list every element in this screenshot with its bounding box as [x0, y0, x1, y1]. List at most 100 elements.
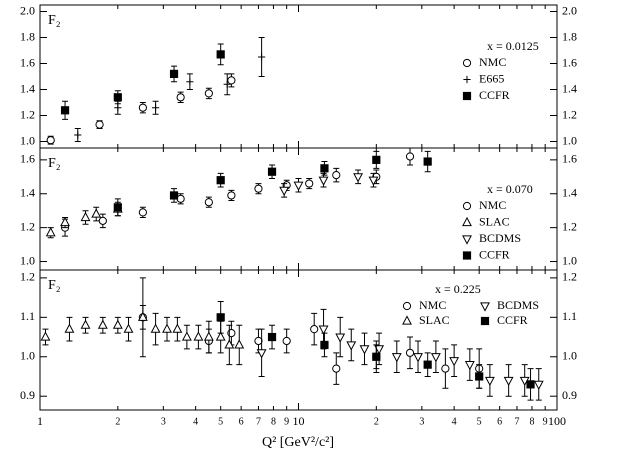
y-tick-label: 1.2 — [20, 219, 35, 233]
x-tick-label: 4 — [452, 416, 457, 427]
data-point — [332, 171, 341, 180]
data-point — [267, 167, 277, 176]
data-point — [45, 227, 56, 237]
x-tick-label: 8 — [529, 416, 534, 427]
legend-label: BCDMS — [479, 231, 521, 245]
x-tick-label: 5 — [218, 416, 223, 427]
data-point — [391, 353, 402, 363]
data-point — [441, 364, 450, 373]
data-point — [413, 353, 423, 363]
data-point — [293, 181, 304, 191]
data-point — [430, 353, 441, 363]
data-point — [227, 191, 236, 200]
x-axis-label: Q² [GeV²/c²] — [262, 435, 334, 450]
y-tick-label: 1.0 — [562, 133, 577, 147]
data-point — [423, 360, 432, 369]
x-tick-label: 2 — [374, 416, 379, 427]
data-point — [223, 80, 231, 88]
data-point — [372, 155, 381, 164]
data-point — [282, 336, 291, 346]
panel-y-label: F₂ — [48, 278, 61, 293]
legend-label: SLAC — [479, 214, 510, 228]
data-point — [258, 53, 266, 61]
x-tick-label: 3 — [419, 416, 424, 427]
legend-title: x = 0.0125 — [487, 39, 539, 53]
y-tick-label: 1.2 — [20, 107, 35, 121]
data-point — [405, 348, 415, 357]
data-point — [193, 331, 204, 341]
data-point — [204, 198, 213, 207]
data-point — [346, 341, 357, 351]
data-point — [137, 311, 148, 321]
legend-label: NMC — [419, 298, 446, 312]
data-point — [97, 319, 108, 329]
y-tick-label: 2.0 — [562, 3, 577, 17]
legend-label: SLAC — [419, 313, 450, 327]
data-point — [80, 211, 91, 222]
data-point — [405, 152, 415, 161]
y-tick-label: 0.9 — [562, 388, 577, 402]
y-tick-label: 1.6 — [20, 152, 35, 166]
x-tick-label: 1 — [37, 414, 43, 428]
y-tick-label: 1.0 — [20, 133, 35, 147]
data-point — [151, 104, 160, 112]
data-point — [254, 336, 263, 346]
legend-label: NMC — [479, 55, 506, 69]
data-point — [112, 319, 123, 329]
data-point — [169, 191, 179, 200]
data-point — [215, 331, 226, 341]
y-tick-label: 1.4 — [562, 186, 577, 200]
data-point — [203, 331, 214, 341]
data-point — [254, 184, 263, 193]
data-point — [423, 157, 432, 166]
data-point — [475, 372, 484, 381]
y-tick-label: 1.4 — [20, 81, 35, 95]
y-tick-label: 1.2 — [562, 219, 577, 233]
x-tick-label: 9 — [543, 416, 548, 427]
legend-marker — [402, 315, 412, 325]
legend-label: BCDMS — [497, 298, 539, 312]
legend-label: CCFR — [479, 247, 510, 261]
y-tick-label: 1.0 — [562, 253, 577, 267]
panel-y-label: F₂ — [48, 156, 61, 171]
data-point — [332, 364, 341, 373]
data-point — [279, 186, 290, 197]
legend-marker — [463, 75, 471, 84]
x-tick-label: 4 — [193, 416, 198, 427]
data-point — [138, 208, 147, 217]
data-point — [234, 339, 245, 349]
data-point — [320, 340, 329, 350]
data-point — [484, 376, 495, 387]
data-point — [368, 176, 379, 186]
x-tick-label: 9 — [284, 416, 289, 427]
x-tick-label: 6 — [239, 416, 244, 427]
data-point — [204, 89, 213, 98]
legend-marker — [480, 316, 490, 326]
data-point — [123, 323, 134, 333]
data-point — [176, 93, 185, 102]
data-point — [374, 345, 385, 355]
data-point — [526, 380, 535, 389]
y-tick-label: 1.2 — [562, 270, 577, 284]
data-point — [318, 176, 329, 186]
data-point — [359, 345, 370, 355]
data-point — [227, 76, 236, 85]
data-point — [80, 319, 91, 329]
y-tick-label: 1.4 — [20, 186, 35, 200]
legend-label: CCFR — [479, 88, 510, 102]
legend-marker — [462, 201, 472, 211]
data-point — [74, 131, 82, 139]
y-tick-label: 1.1 — [20, 309, 35, 323]
data-point — [256, 349, 267, 359]
x-tick-label: 5 — [477, 416, 482, 427]
x-tick-label: 6 — [497, 416, 502, 427]
data-point — [216, 176, 225, 185]
x-tick-label: 3 — [161, 416, 166, 427]
data-point — [353, 173, 364, 183]
legend-marker — [462, 235, 472, 245]
y-tick-label: 1.4 — [562, 81, 577, 95]
x-tick-label: 7 — [256, 416, 261, 427]
data-point — [267, 332, 277, 342]
x-tick-label: 100 — [548, 414, 566, 428]
